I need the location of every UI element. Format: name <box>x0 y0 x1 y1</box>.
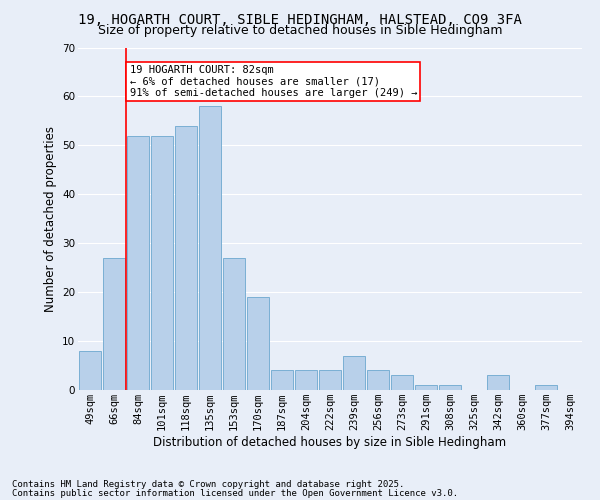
Bar <box>391 376 413 390</box>
Text: 19 HOGARTH COURT: 82sqm
← 6% of detached houses are smaller (17)
91% of semi-det: 19 HOGARTH COURT: 82sqm ← 6% of detached… <box>130 64 417 98</box>
Bar <box>247 297 269 390</box>
Bar <box>319 370 341 390</box>
Bar <box>367 370 389 390</box>
Bar <box>271 370 293 390</box>
Bar <box>127 136 149 390</box>
Bar <box>415 385 437 390</box>
Bar <box>79 351 101 390</box>
X-axis label: Distribution of detached houses by size in Sible Hedingham: Distribution of detached houses by size … <box>154 436 506 449</box>
Bar <box>103 258 125 390</box>
Bar <box>295 370 317 390</box>
Bar <box>439 385 461 390</box>
Text: Contains public sector information licensed under the Open Government Licence v3: Contains public sector information licen… <box>12 488 458 498</box>
Y-axis label: Number of detached properties: Number of detached properties <box>44 126 56 312</box>
Bar <box>487 376 509 390</box>
Text: Contains HM Land Registry data © Crown copyright and database right 2025.: Contains HM Land Registry data © Crown c… <box>12 480 404 489</box>
Bar <box>151 136 173 390</box>
Bar <box>175 126 197 390</box>
Text: 19, HOGARTH COURT, SIBLE HEDINGHAM, HALSTEAD, CO9 3FA: 19, HOGARTH COURT, SIBLE HEDINGHAM, HALS… <box>78 12 522 26</box>
Bar <box>199 106 221 390</box>
Bar <box>535 385 557 390</box>
Bar <box>343 356 365 390</box>
Bar <box>223 258 245 390</box>
Text: Size of property relative to detached houses in Sible Hedingham: Size of property relative to detached ho… <box>98 24 502 37</box>
